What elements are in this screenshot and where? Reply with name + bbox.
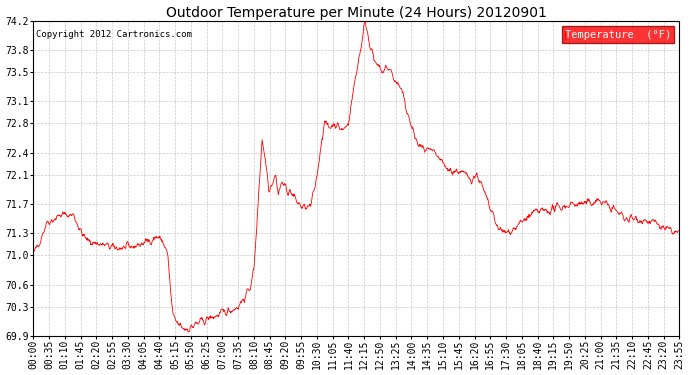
Title: Outdoor Temperature per Minute (24 Hours) 20120901: Outdoor Temperature per Minute (24 Hours… [166,6,546,20]
Text: Copyright 2012 Cartronics.com: Copyright 2012 Cartronics.com [37,30,193,39]
Legend: Temperature  (°F): Temperature (°F) [562,26,674,43]
